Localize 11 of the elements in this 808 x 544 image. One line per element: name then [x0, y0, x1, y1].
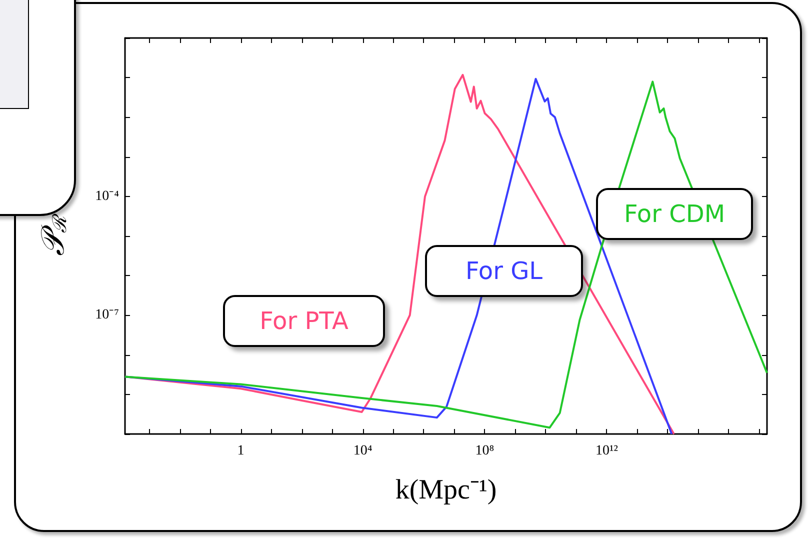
y-axis-title: 𝒫ℛ [34, 213, 71, 256]
x-tick-label: 10⁴ [353, 444, 372, 458]
x-tick-label: 10⁸ [475, 444, 494, 458]
x-tick-label: 10¹² [596, 444, 618, 458]
x-axis-title: k(Mpc⁻¹) [395, 474, 497, 506]
y-tick-label: 10⁻⁴ [95, 188, 120, 204]
callout-box: For PTA [223, 295, 385, 347]
callout-box: For GL [425, 245, 583, 297]
x-tick-label: 1 [237, 444, 244, 458]
y-tick-label: 10⁻⁷ [95, 308, 120, 323]
callout-box: For CDM [596, 188, 753, 240]
